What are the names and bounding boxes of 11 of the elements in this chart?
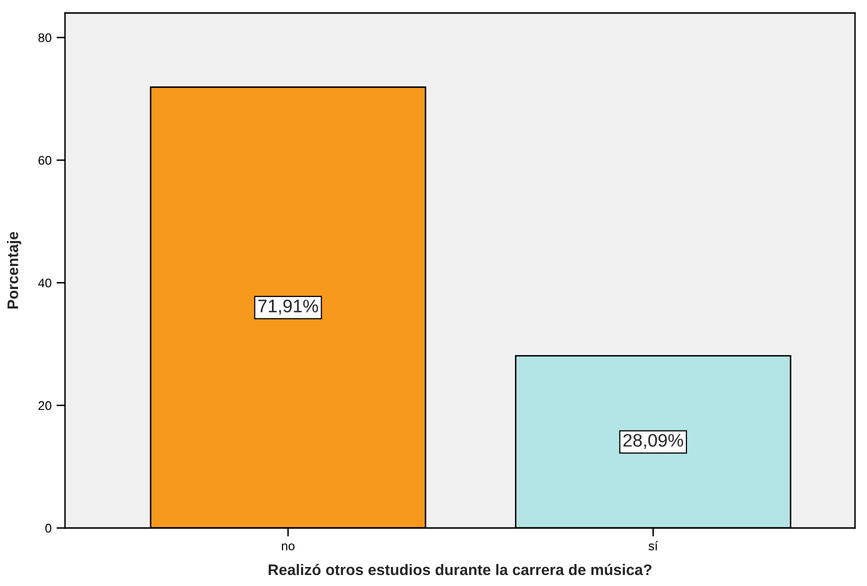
x-tick-label: sí: [648, 541, 658, 550]
y-tick-label: 0: [45, 524, 52, 533]
y-axis-title: Porcentaje: [6, 232, 22, 309]
data-label: 28,09%: [623, 434, 684, 449]
y-tick-label: 20: [38, 401, 52, 410]
data-label: 71,91%: [258, 300, 318, 315]
x-axis-title: Realizó otros estudios durante la carrera de música?: [268, 564, 652, 576]
y-tick-label: 40: [38, 278, 52, 288]
y-tick-label: 80: [38, 33, 52, 42]
x-tick-label: no: [282, 544, 294, 550]
y-tick-label: 60: [38, 156, 52, 165]
